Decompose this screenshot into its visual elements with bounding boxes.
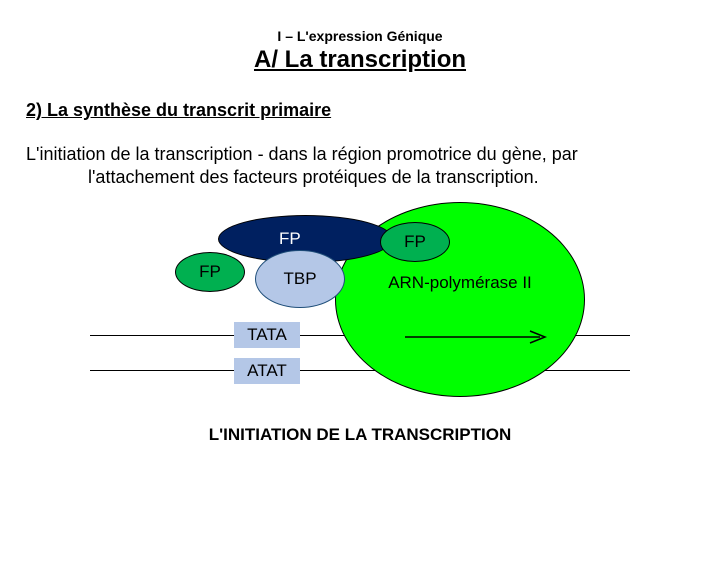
seq-tata: TATA xyxy=(234,322,300,348)
fp-mid-label: FP xyxy=(404,232,426,252)
fp-left-label: FP xyxy=(199,262,221,282)
tbp-ellipse: TBP xyxy=(255,250,345,308)
main-title: A/ La transcription xyxy=(0,46,720,74)
polymerase-label: ARN-polymérase II xyxy=(336,273,584,293)
dna-top-left xyxy=(90,335,235,336)
fp-top-label: FP xyxy=(279,229,301,249)
paragraph-line-2: l'attachement des facteurs protéiques de… xyxy=(88,166,694,189)
super-title: I – L'expression Génique xyxy=(0,28,720,44)
arrow-right-icon xyxy=(405,327,555,347)
transcription-diagram: ARN-polymérase II FP FP FP TBP TATA ATAT… xyxy=(0,200,720,450)
fp-left-ellipse: FP xyxy=(175,252,245,292)
intro-paragraph: L'initiation de la transcription - dans … xyxy=(26,143,694,190)
diagram-caption: L'INITIATION DE LA TRANSCRIPTION xyxy=(0,425,720,445)
seq-atat: ATAT xyxy=(234,358,300,384)
section-subtitle: 2) La synthèse du transcrit primaire xyxy=(26,100,720,121)
paragraph-line-1: L'initiation de la transcription - dans … xyxy=(26,144,578,164)
dna-bot-left xyxy=(90,370,235,371)
fp-mid-ellipse: FP xyxy=(380,222,450,262)
tbp-label: TBP xyxy=(283,269,316,289)
